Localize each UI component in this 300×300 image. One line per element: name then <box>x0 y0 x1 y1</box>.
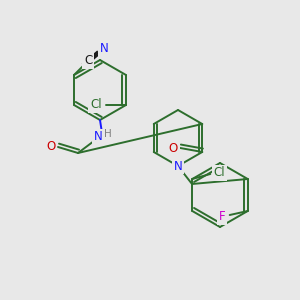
Text: O: O <box>169 142 178 154</box>
Text: C: C <box>84 55 92 68</box>
Text: Cl: Cl <box>90 98 102 112</box>
Text: H: H <box>104 129 112 139</box>
Text: N: N <box>174 160 182 172</box>
Text: F: F <box>218 211 225 224</box>
Text: Cl: Cl <box>214 167 225 179</box>
Text: N: N <box>100 43 108 56</box>
Text: N: N <box>94 130 102 143</box>
Text: O: O <box>46 140 56 154</box>
